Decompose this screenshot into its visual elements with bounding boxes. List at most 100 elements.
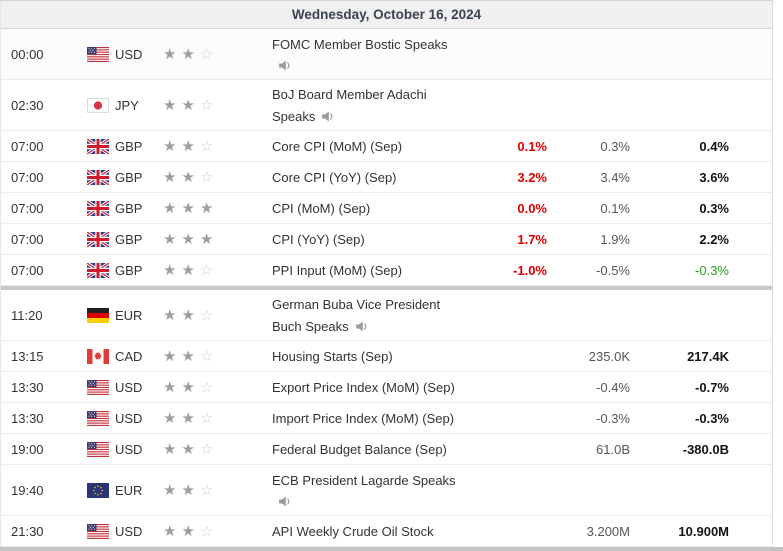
event-name[interactable]: FOMC Member Bostic Speaks [272,36,448,52]
event-time: 07:00 [11,231,44,247]
flag-de-icon [87,307,109,323]
event-name[interactable]: Export Price Index (MoM) (Sep) [272,379,455,395]
event-name[interactable]: Core CPI (YoY) (Sep) [272,169,397,185]
event-time: 21:30 [11,523,44,539]
calendar-date-header: Wednesday, October 16, 2024 [1,1,772,29]
star-filled-icon: ★ [181,231,195,247]
currency-cell: CAD [87,348,162,364]
previous-value: -0.3% [695,262,729,278]
forecast-value: -0.3% [596,410,630,426]
flag-gb-icon [87,169,109,185]
calendar-rows: 00:00 USD ★ ★ ☆ FOMC Member Bostic Speaks … [1,29,772,547]
event-cell: Housing Starts (Sep) [260,349,459,364]
previous-value: 2.2% [699,231,729,247]
star-filled-icon: ★ [163,97,177,113]
importance-stars: ★ ★ ☆ [162,47,260,62]
star-filled-icon: ★ [181,138,195,154]
event-name[interactable]: API Weekly Crude Oil Stock [272,523,434,539]
event-time: 02:30 [11,97,44,113]
star-empty-icon: ☆ [199,379,214,395]
star-filled-icon: ★ [181,348,195,364]
star-empty-icon: ☆ [199,46,214,62]
star-empty-icon: ☆ [199,523,214,539]
currency-cell: EUR [87,482,162,498]
star-empty-icon: ☆ [199,138,214,154]
currency-cell: GBP [87,200,162,216]
calendar-row[interactable]: 07:00 GBP ★ ★ ☆ Core CPI (YoY) (Sep) 3.2% … [1,162,772,193]
event-cell: CPI (YoY) (Sep) [260,232,459,247]
importance-stars: ★ ★ ☆ [162,483,260,498]
currency-code: GBP [115,169,143,185]
calendar-row[interactable]: 13:15 CAD ★ ★ ☆ Housing Starts (Sep) 235.0… [1,341,772,372]
importance-stars: ★ ★ ☆ [162,524,260,539]
currency-code: JPY [115,97,139,113]
section-divider [1,286,772,290]
event-time: 19:00 [11,441,44,457]
forecast-value: 3.200M [586,523,630,539]
calendar-row[interactable]: 19:40 EUR ★ ★ ☆ ECB President Lagarde Spea… [1,465,772,516]
forecast-value: 1.9% [600,231,630,247]
star-filled-icon: ★ [163,307,177,323]
currency-cell: GBP [87,169,162,185]
event-name[interactable]: Federal Budget Balance (Sep) [272,441,447,457]
event-name[interactable]: BoJ Board Member Adachi [272,86,427,102]
flag-us-icon [87,379,109,395]
event-name-line2[interactable]: Speaks [272,108,316,124]
event-name[interactable]: PPI Input (MoM) (Sep) [272,262,403,278]
calendar-row[interactable]: 07:00 GBP ★ ★ ☆ Core CPI (MoM) (Sep) 0.1% … [1,131,772,162]
previous-value: -0.3% [695,410,729,426]
flag-gb-icon [87,262,109,278]
currency-code: GBP [115,200,143,216]
event-cell: Core CPI (MoM) (Sep) [260,139,459,154]
previous-value: -0.7% [695,379,729,395]
event-name[interactable]: German Buba Vice President [272,296,441,312]
star-filled-icon: ★ [163,482,177,498]
calendar-row[interactable]: 00:00 USD ★ ★ ☆ FOMC Member Bostic Speaks [1,29,772,80]
importance-stars: ★ ★ ☆ [162,308,260,323]
calendar-row[interactable]: 21:30 USD ★ ★ ☆ API Weekly Crude Oil Stock… [1,516,772,547]
speaker-icon [277,59,292,72]
event-time: 13:15 [11,348,44,364]
flag-jp-icon [87,97,109,113]
star-empty-icon: ☆ [199,348,214,364]
event-name[interactable]: Import Price Index (MoM) (Sep) [272,410,455,426]
calendar-row[interactable]: 13:30 USD ★ ★ ☆ Export Price Index (MoM) (… [1,372,772,403]
currency-code: USD [115,441,143,457]
flag-us-icon [87,46,109,62]
calendar-row[interactable]: 07:00 GBP ★ ★ ☆ PPI Input (MoM) (Sep) -1.0… [1,255,772,286]
forecast-value: 0.3% [600,138,630,154]
flag-gb-icon [87,231,109,247]
calendar-row[interactable]: 13:30 USD ★ ★ ☆ Import Price Index (MoM) (… [1,403,772,434]
calendar-row[interactable]: 07:00 GBP ★ ★ ★ CPI (MoM) (Sep) 0.0% 0.1% … [1,193,772,224]
calendar-row[interactable]: 11:20 EUR ★ ★ ☆ German Buba Vice President… [1,290,772,341]
previous-value: 217.4K [687,348,729,364]
event-cell: FOMC Member Bostic Speaks [260,37,459,72]
currency-cell: USD [87,46,162,62]
star-filled-icon: ★ [181,262,195,278]
star-filled-icon: ★ [181,46,195,62]
event-name[interactable]: Core CPI (MoM) (Sep) [272,138,403,154]
actual-value: 0.1% [517,138,547,154]
flag-us-icon [87,410,109,426]
event-name[interactable]: CPI (MoM) (Sep) [272,200,371,216]
previous-value: 3.6% [699,169,729,185]
calendar-row[interactable]: 07:00 GBP ★ ★ ★ CPI (YoY) (Sep) 1.7% 1.9% … [1,224,772,255]
currency-cell: USD [87,379,162,395]
forecast-value: 0.1% [600,200,630,216]
event-cell: BoJ Board Member Adachi Speaks [260,87,459,124]
event-cell: German Buba Vice President Buch Speaks [260,297,459,334]
currency-code: GBP [115,231,143,247]
event-time: 00:00 [11,46,44,62]
star-empty-icon: ☆ [199,410,214,426]
previous-value: 0.4% [699,138,729,154]
currency-cell: GBP [87,138,162,154]
forecast-value: 3.4% [600,169,630,185]
calendar-row[interactable]: 19:00 USD ★ ★ ☆ Federal Budget Balance (Se… [1,434,772,465]
event-name[interactable]: ECB President Lagarde Speaks [272,472,456,488]
calendar-row[interactable]: 02:30 JPY ★ ★ ☆ BoJ Board Member Adachi Sp… [1,80,772,131]
star-filled-icon: ★ [181,307,195,323]
event-name[interactable]: CPI (YoY) (Sep) [272,231,365,247]
event-name-line2[interactable]: Buch Speaks [272,318,349,334]
event-name[interactable]: Housing Starts (Sep) [272,348,393,364]
star-empty-icon: ☆ [199,262,214,278]
